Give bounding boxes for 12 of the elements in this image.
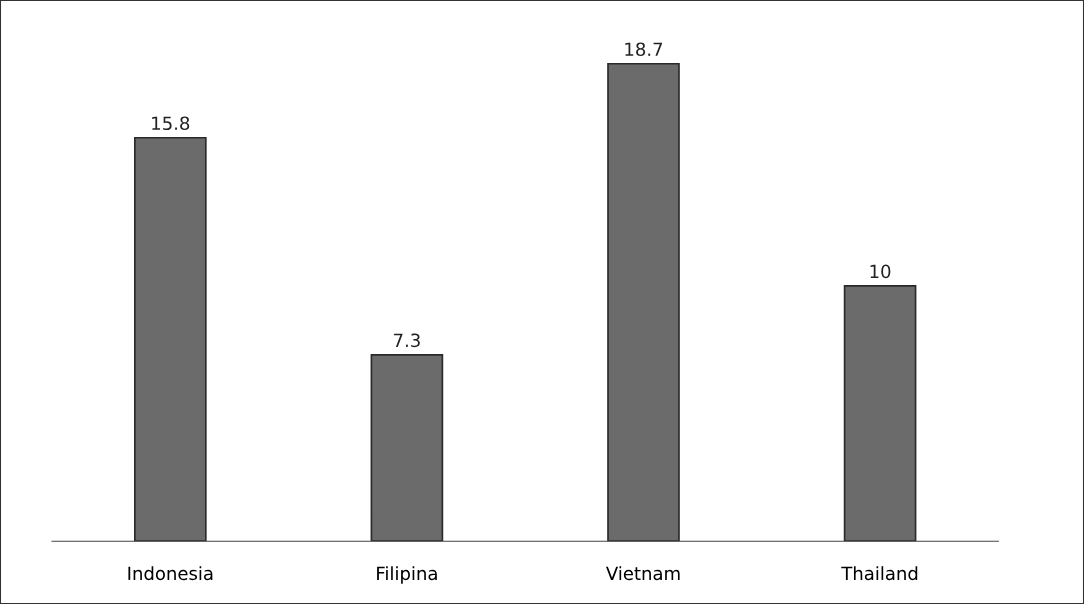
bar bbox=[134, 136, 207, 542]
bar bbox=[370, 353, 444, 542]
x-tick-label: Thailand bbox=[841, 566, 918, 581]
bar bbox=[843, 285, 917, 542]
bar bbox=[607, 62, 680, 542]
x-tick-label: Indonesia bbox=[128, 566, 213, 581]
data-label: 18.7 bbox=[625, 42, 663, 57]
data-label: 15.8 bbox=[152, 116, 190, 131]
data-label: 7.3 bbox=[394, 333, 420, 348]
data-label: 10 bbox=[870, 264, 891, 279]
x-tick-label: Filipina bbox=[377, 566, 437, 584]
x-tick-label: Vietnam bbox=[606, 566, 680, 581]
